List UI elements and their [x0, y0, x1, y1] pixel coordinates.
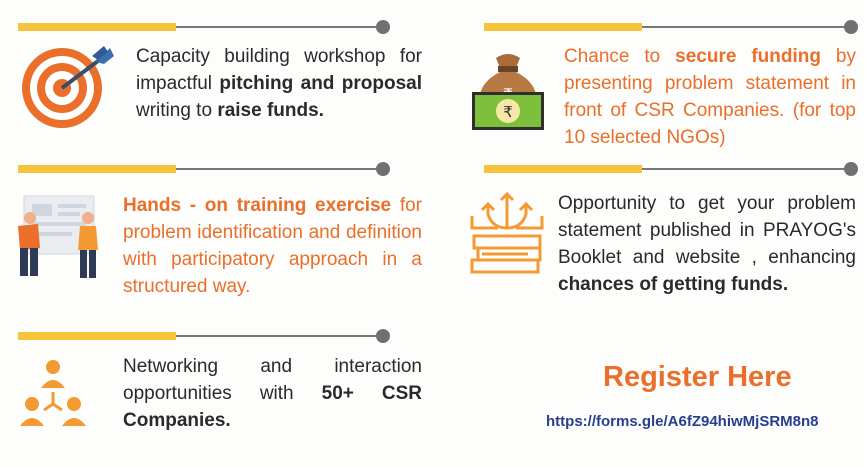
body-text: by presenting problem statement in front…: [564, 46, 856, 148]
hands-on-training-text: Hands - on training exercise for problem…: [123, 192, 422, 300]
divider-5: [18, 329, 390, 343]
body-text: Capacity building workshop for impactful: [136, 46, 422, 94]
emphasis-text: Hands - on training exercise: [123, 195, 392, 216]
divider-2: [484, 20, 858, 34]
body-text: Chance to: [564, 46, 676, 67]
svg-text:₹: ₹: [503, 103, 513, 121]
emphasis-text: 50+ CSR Companies.: [123, 383, 422, 431]
body-text: Opportunity to get your problem statemen…: [558, 193, 856, 268]
network-people-icon: [20, 358, 86, 430]
networking-text: Networking and interaction opportunities…: [123, 353, 422, 434]
money-bag-rupee-icon: ₹ ₹: [466, 50, 550, 134]
body-text: Networking and interaction opportunities…: [123, 356, 422, 404]
training-people-icon: [8, 190, 108, 284]
body-text: for problem identification and definitio…: [123, 195, 422, 297]
divider-1: [18, 20, 390, 34]
emphasis-text: raise funds.: [217, 100, 324, 121]
book-stack-arrows-icon: [468, 188, 546, 282]
emphasis-text: pitching and proposal: [219, 73, 422, 94]
divider-4: [484, 162, 858, 176]
target-dart-icon: [18, 42, 118, 130]
emphasis-text: secure funding: [675, 46, 821, 67]
capacity-building-text: Capacity building workshop for impactful…: [136, 43, 422, 124]
register-link[interactable]: https://forms.gle/A6fZ94hiwMjSRM8n8: [546, 413, 819, 430]
publish-opportunity-text: Opportunity to get your problem statemen…: [558, 190, 856, 298]
divider-3: [18, 162, 390, 176]
secure-funding-text: Chance to secure funding by presenting p…: [564, 43, 856, 151]
register-heading: Register Here: [603, 361, 792, 393]
body-text: writing to: [136, 100, 218, 121]
emphasis-text: chances of getting funds.: [558, 274, 789, 295]
